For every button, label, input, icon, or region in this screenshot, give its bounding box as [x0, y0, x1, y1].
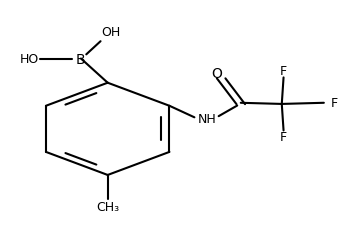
Text: OH: OH	[102, 26, 121, 39]
Text: F: F	[280, 131, 287, 144]
Text: F: F	[331, 97, 338, 110]
Text: B: B	[76, 52, 86, 66]
Text: CH₃: CH₃	[96, 200, 119, 213]
Text: F: F	[280, 65, 287, 78]
Text: NH: NH	[198, 112, 216, 125]
Text: HO: HO	[20, 53, 39, 66]
Text: O: O	[212, 67, 222, 80]
